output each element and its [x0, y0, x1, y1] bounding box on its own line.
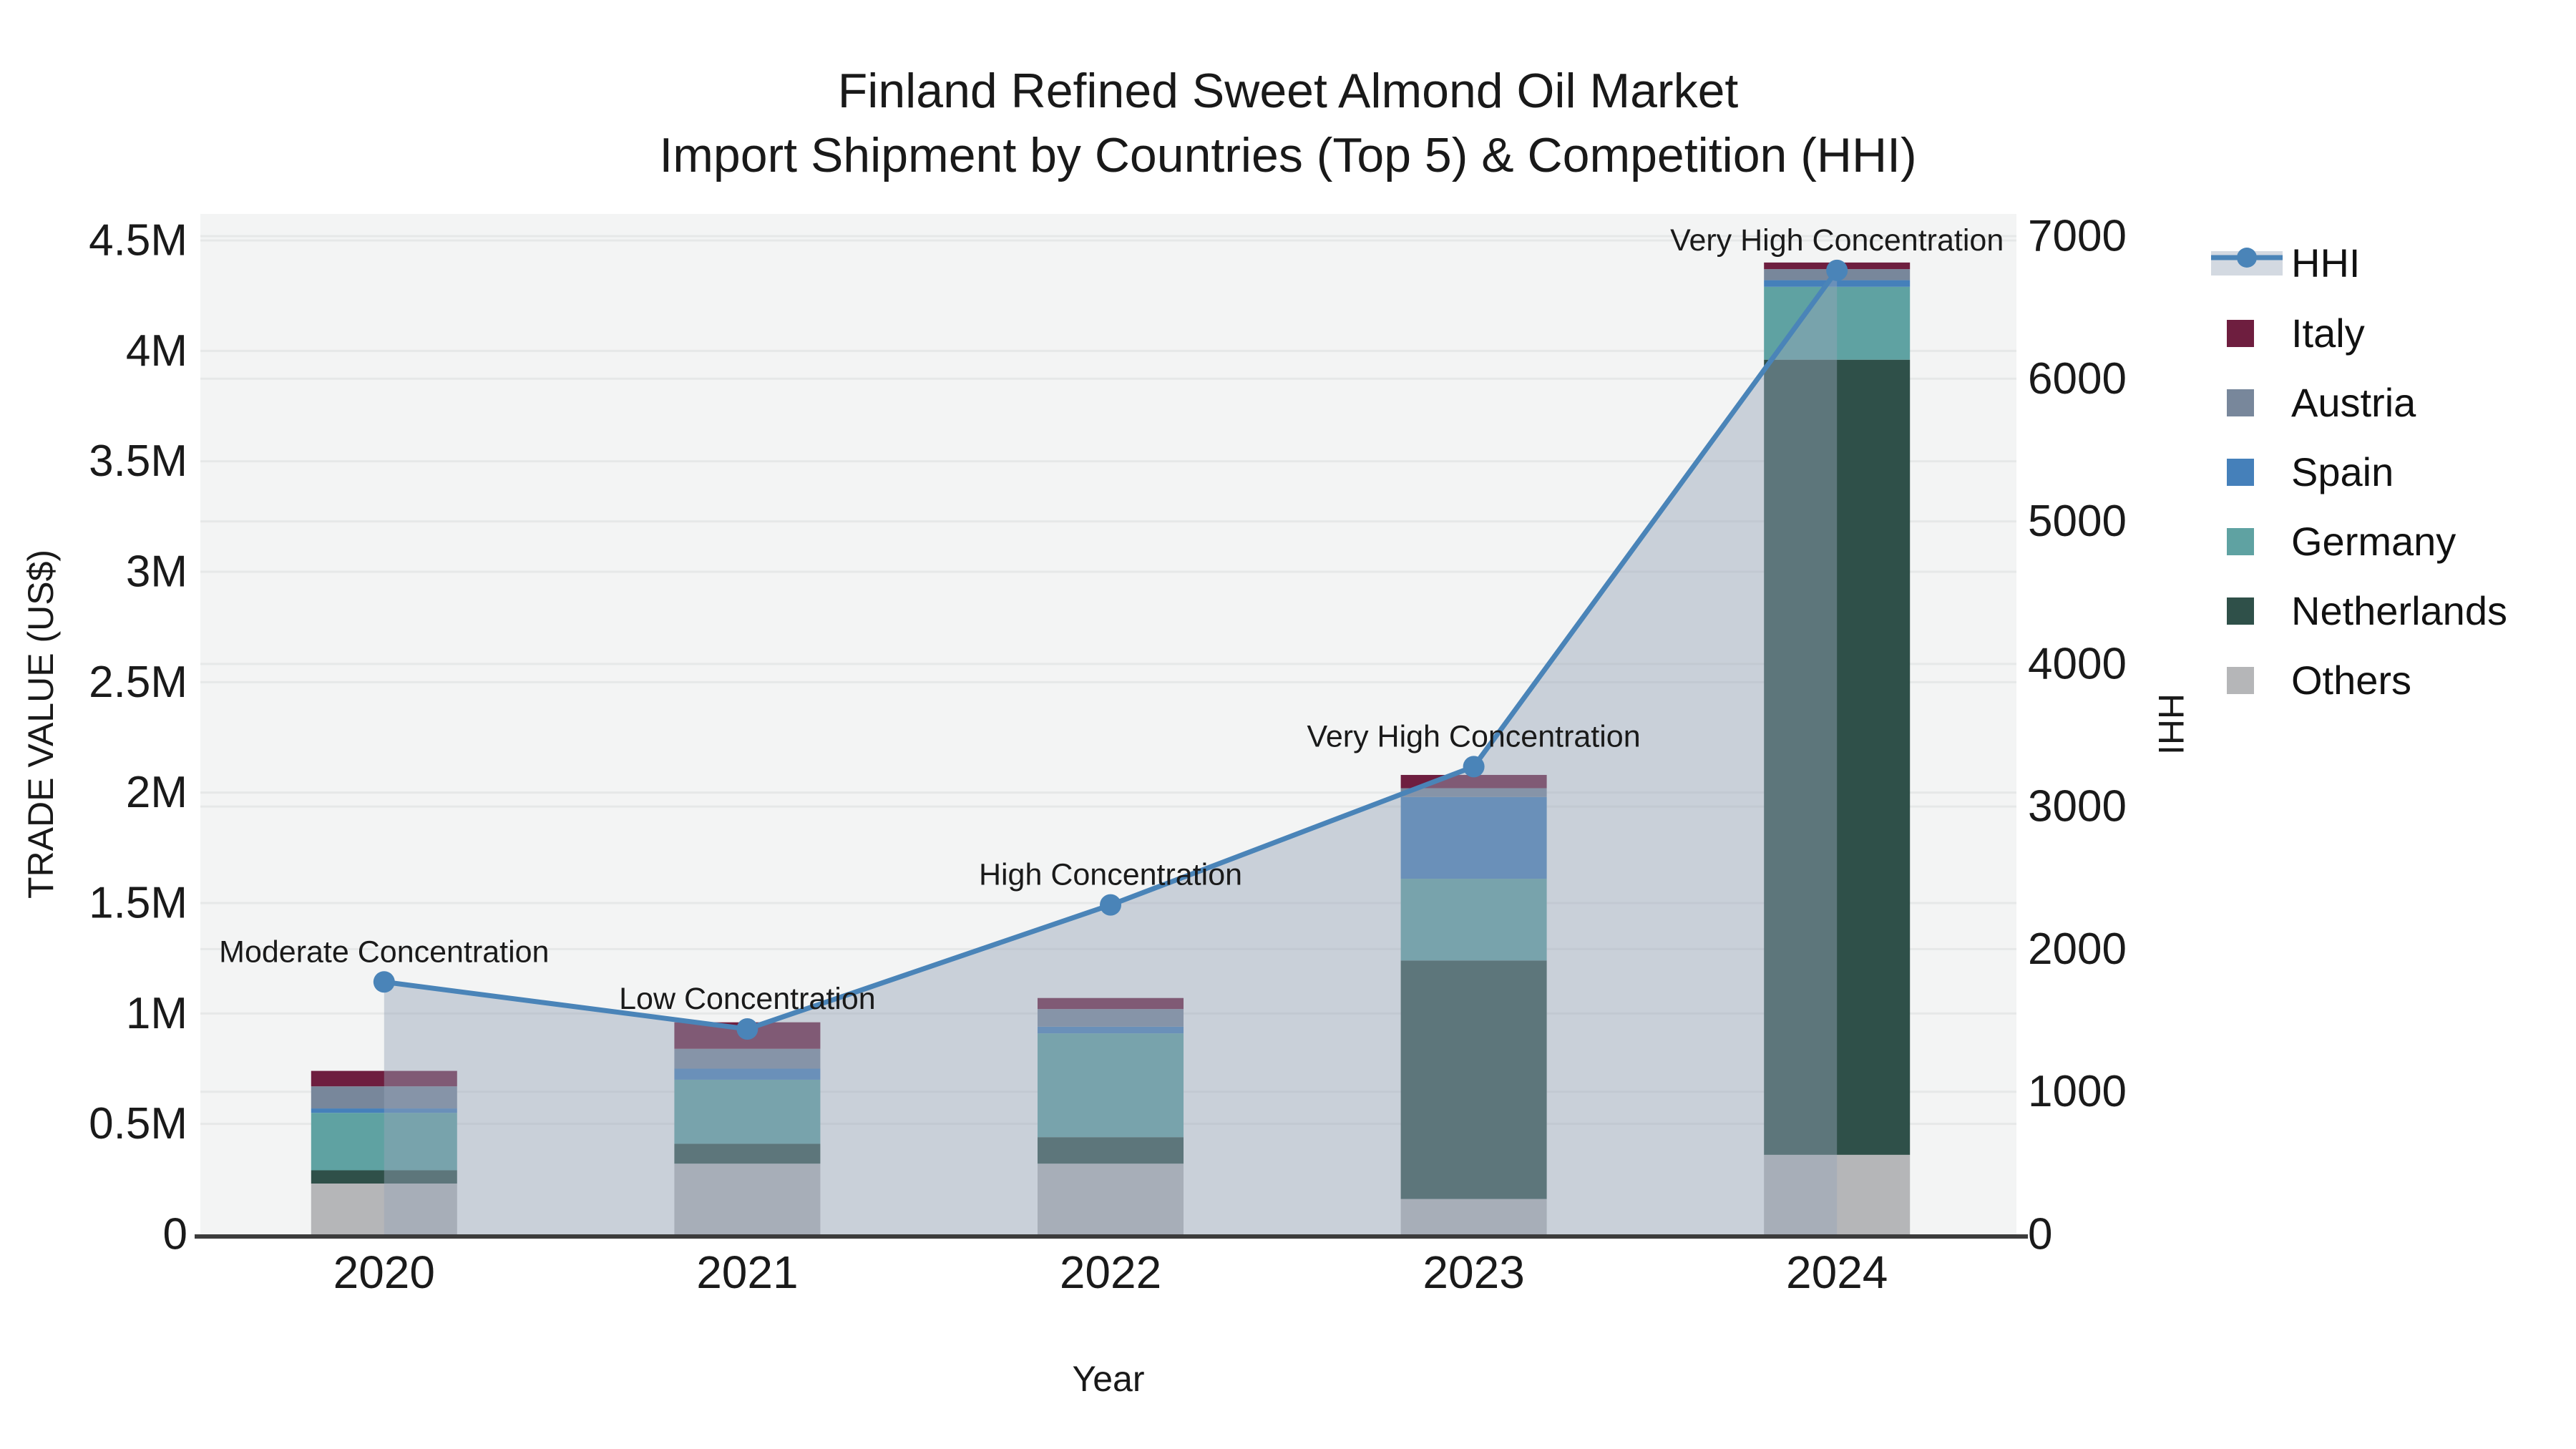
legend-label-germany: Germany	[2291, 519, 2457, 564]
x-axis-title: Year	[1072, 1359, 1145, 1399]
legend-color-italy	[2227, 320, 2254, 347]
y-left-tick-label-4.5M: 4.5M	[89, 216, 187, 265]
x-tick-label-2024: 2024	[1786, 1246, 1888, 1298]
italy-swatch-icon	[2211, 312, 2291, 355]
y-right-tick-label-4000: 4000	[2028, 639, 2127, 688]
bar-segment-others-2023	[1400, 1199, 1547, 1234]
others-swatch-icon	[2211, 659, 2291, 702]
bar-segment-germany-2023	[1400, 879, 1547, 961]
spain-swatch-icon	[2211, 451, 2291, 494]
legend-item-austria: Austria	[2211, 381, 2416, 424]
y-right-tick-label-2000: 2000	[2028, 924, 2127, 974]
legend-color-germany	[2227, 528, 2254, 555]
legend-color-netherlands	[2227, 597, 2254, 625]
bar-segment-spain-2021	[674, 1068, 821, 1080]
germany-swatch-icon	[2211, 520, 2291, 563]
hhi-marker-2022	[1100, 894, 1121, 916]
bar-segment-italy-2020	[311, 1070, 457, 1087]
annotation-2024: Very High Concentration	[1670, 223, 2004, 258]
bar-segment-others-2020	[311, 1184, 457, 1234]
y-right-tick-label-1000: 1000	[2028, 1067, 2127, 1116]
hhi-marker-2023	[1463, 756, 1485, 778]
annotation-2023: Very High Concentration	[1307, 719, 1641, 753]
legend: HHI Italy Austria Spain Germany Netherlands Ot…	[2211, 0, 2576, 751]
bar-segment-italy-2022	[1038, 997, 1184, 1010]
legend-item-others: Others	[2211, 659, 2411, 702]
x-tick-label-2022: 2022	[1060, 1246, 1161, 1298]
bar-segment-spain-2022	[1038, 1026, 1184, 1034]
legend-label-austria: Austria	[2291, 380, 2416, 425]
legend-item-italy: Italy	[2211, 312, 2365, 355]
netherlands-swatch-icon	[2211, 590, 2291, 633]
chart-title-line2: Import Shipment by Countries (Top 5) & C…	[659, 128, 1917, 182]
bar-segment-netherlands-2023	[1400, 960, 1547, 1199]
hhi-marker-2020	[373, 971, 395, 993]
bar-segment-others-2021	[674, 1163, 821, 1234]
hhi-line-icon	[2211, 242, 2291, 285]
bar-segment-others-2022	[1038, 1163, 1184, 1234]
bar-segment-netherlands-2020	[311, 1170, 457, 1184]
y-right-tick-label-6000: 6000	[2028, 354, 2127, 404]
bar-segment-others-2024	[1764, 1154, 1911, 1234]
hhi-marker-2024	[1826, 259, 1848, 281]
y-right-tick-label-7000: 7000	[2028, 212, 2127, 261]
y-right-tick-label-3000: 3000	[2028, 782, 2127, 831]
legend-item-hhi: HHI	[2211, 242, 2360, 285]
y-left-tick-label-3M: 3M	[126, 547, 187, 597]
hhi-area-fill	[384, 270, 1838, 1234]
y-left-tick-label-0.5M: 0.5M	[89, 1099, 187, 1148]
bar-segment-netherlands-2021	[674, 1143, 821, 1164]
legend-label-hhi: HHI	[2291, 240, 2361, 286]
y-left-tick-label-1.5M: 1.5M	[89, 879, 187, 928]
legend-color-austria	[2227, 389, 2254, 416]
legend-label-netherlands: Netherlands	[2291, 588, 2507, 633]
annotation-2022: High Concentration	[979, 858, 1242, 892]
bar-segment-germany-2022	[1038, 1033, 1184, 1138]
y-left-tick-label-1M: 1M	[126, 989, 187, 1038]
x-tick-label-2020: 2020	[333, 1246, 435, 1298]
legend-item-germany: Germany	[2211, 520, 2456, 563]
bar-segment-spain-2024	[1764, 280, 1911, 287]
bar-segment-netherlands-2024	[1764, 359, 1911, 1155]
x-tick-label-2021: 2021	[696, 1246, 798, 1298]
legend-color-spain	[2227, 459, 2254, 486]
y-right-tick-label-0: 0	[2028, 1210, 2052, 1259]
y-left-tick-label-2.5M: 2.5M	[89, 658, 187, 707]
x-tick-label-2023: 2023	[1423, 1246, 1524, 1298]
y-axis-title-left: TRADE VALUE (US$)	[21, 549, 61, 899]
bar-segment-spain-2020	[311, 1108, 457, 1113]
legend-label-spain: Spain	[2291, 449, 2394, 494]
bar-segment-germany-2024	[1764, 286, 1911, 360]
bar-segment-spain-2023	[1400, 796, 1547, 879]
bar-segment-netherlands-2022	[1038, 1137, 1184, 1164]
hhi-legend-glyph	[2211, 248, 2283, 275]
legend-label-italy: Italy	[2291, 311, 2365, 356]
bar-segment-austria-2021	[674, 1048, 821, 1069]
legend-item-netherlands: Netherlands	[2211, 590, 2507, 633]
y-left-tick-label-3.5M: 3.5M	[89, 436, 187, 486]
y-left-tick-label-0: 0	[163, 1210, 187, 1259]
hhi-marker-2021	[736, 1018, 758, 1040]
bar-segment-germany-2021	[674, 1079, 821, 1144]
x-axis-line	[195, 1234, 2028, 1239]
annotation-2020: Moderate Concentration	[219, 935, 549, 969]
annotation-2021: Low Concentration	[619, 982, 876, 1016]
bar-segment-germany-2020	[311, 1113, 457, 1171]
bar-segment-austria-2023	[1400, 788, 1547, 797]
bar-segment-austria-2022	[1038, 1009, 1184, 1027]
y-left-tick-label-2M: 2M	[126, 768, 187, 817]
y-axis-title-right: HHI	[2151, 693, 2191, 756]
chart-title-line1: Finland Refined Sweet Almond Oil Market	[837, 64, 1739, 118]
legend-color-others	[2227, 667, 2254, 694]
y-left-tick-label-4M: 4M	[126, 326, 187, 376]
legend-item-spain: Spain	[2211, 451, 2394, 494]
austria-swatch-icon	[2211, 381, 2291, 424]
bar-segment-austria-2020	[311, 1086, 457, 1109]
legend-label-others: Others	[2291, 658, 2412, 703]
y-right-tick-label-5000: 5000	[2028, 497, 2127, 546]
